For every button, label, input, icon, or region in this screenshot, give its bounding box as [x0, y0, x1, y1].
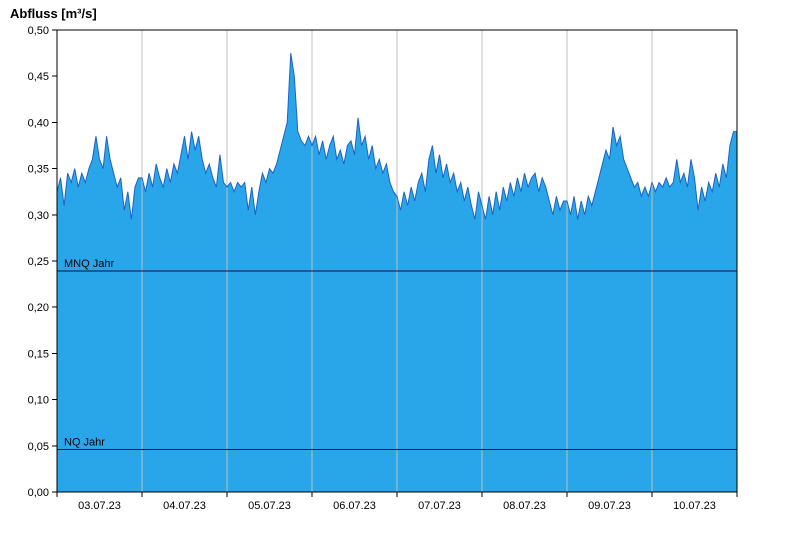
y-axis-tick-label: 0,50 — [28, 25, 49, 37]
x-axis-day-label: 08.07.23 — [503, 500, 546, 512]
x-axis-day-label: 04.07.23 — [163, 500, 206, 512]
y-axis-tick-label: 0,10 — [28, 395, 49, 407]
x-axis-day-label: 07.07.23 — [418, 500, 461, 512]
y-axis-tick-label: 0,30 — [28, 210, 49, 222]
y-axis-tick-label: 0,45 — [28, 71, 49, 83]
x-axis-day-label: 05.07.23 — [248, 500, 291, 512]
x-axis-day-label: 09.07.23 — [588, 500, 631, 512]
y-axis-tick-label: 0,25 — [28, 256, 49, 268]
x-axis-day-label: 10.07.23 — [673, 500, 716, 512]
y-axis-tick-label: 0,20 — [28, 302, 49, 314]
y-axis-tick-label: 0,40 — [28, 117, 49, 129]
mnq-label: MNQ Jahr — [64, 258, 114, 270]
x-axis-day-label: 03.07.23 — [78, 500, 121, 512]
y-axis-tick-label: 0,35 — [28, 164, 49, 176]
chart-title: Abfluss [m³/s] — [10, 6, 97, 21]
nq-label: NQ Jahr — [64, 436, 105, 448]
y-axis-tick-label: 0,00 — [28, 487, 49, 499]
y-axis-tick-label: 0,05 — [28, 441, 49, 453]
y-axis-tick-label: 0,15 — [28, 348, 49, 360]
x-axis-day-label: 06.07.23 — [333, 500, 376, 512]
discharge-line — [56, 53, 737, 220]
